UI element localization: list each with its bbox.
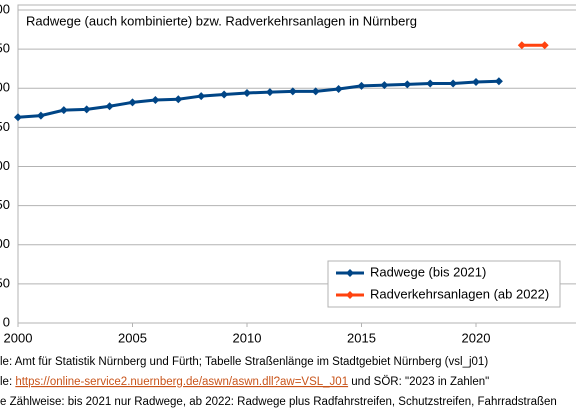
note: e Zählweise: bis 2021 nur Radwege, ab 20… — [0, 396, 557, 408]
y-tick-label: 400 — [0, 1, 10, 16]
y-tick-label: 350 — [0, 41, 10, 56]
y-tick-label: 0 — [3, 314, 10, 329]
data-point — [426, 79, 435, 88]
x-tick-label: 2000 — [4, 330, 33, 345]
data-point — [288, 87, 297, 96]
legend-marker — [346, 291, 354, 299]
data-point — [357, 81, 366, 90]
chart-title: Radwege (auch kombinierte) bzw. Radverke… — [26, 13, 417, 28]
data-point — [403, 80, 412, 89]
data-point — [449, 79, 458, 88]
x-tick-label: 2015 — [347, 330, 376, 345]
data-point — [82, 105, 91, 114]
legend-label: Radverkehrsanlagen (ab 2022) — [370, 286, 549, 301]
legend-box — [327, 260, 561, 308]
note-text: und SÖR: "2023 in Zahlen" — [348, 376, 489, 388]
data-point — [128, 98, 137, 107]
legend-marker — [346, 269, 354, 277]
data-point — [174, 95, 183, 104]
note: le: Amt für Statistik Nürnberg und Fürth… — [0, 356, 488, 368]
data-point — [472, 77, 480, 86]
y-tick-label: 50 — [0, 275, 10, 290]
note-text: le: — [0, 376, 15, 388]
x-tick-label: 2010 — [233, 330, 262, 345]
data-point — [243, 88, 251, 97]
note-text: e Zählweise: bis 2021 nur Radwege, ab 20… — [0, 396, 557, 408]
y-tick-label: 100 — [0, 236, 10, 251]
data-point — [59, 106, 68, 115]
note-link[interactable]: https://online-service2.nuernberg.de/asw… — [15, 376, 348, 388]
y-tick-label: 200 — [0, 158, 10, 173]
data-point — [334, 85, 343, 94]
y-tick-label: 300 — [0, 80, 10, 95]
data-point — [517, 41, 526, 50]
note-text: le: Amt für Statistik Nürnberg und Fürth… — [0, 356, 488, 368]
y-tick-label: 150 — [0, 197, 10, 212]
x-tick-label: 2005 — [118, 330, 147, 345]
data-point — [540, 41, 549, 50]
series-line — [17, 79, 499, 119]
x-tick-label: 2020 — [462, 330, 491, 345]
data-point — [151, 95, 160, 104]
data-point — [220, 90, 229, 99]
note: le: https://online-service2.nuernberg.de… — [0, 376, 489, 388]
data-point — [494, 77, 503, 86]
data-point — [380, 81, 389, 90]
legend-label: Radwege (bis 2021) — [370, 264, 486, 279]
data-point — [265, 88, 274, 97]
data-point — [311, 87, 320, 96]
data-point — [105, 102, 114, 111]
data-point — [14, 113, 22, 122]
data-point — [197, 92, 206, 101]
data-point — [36, 111, 45, 120]
y-tick-label: 250 — [0, 119, 10, 134]
